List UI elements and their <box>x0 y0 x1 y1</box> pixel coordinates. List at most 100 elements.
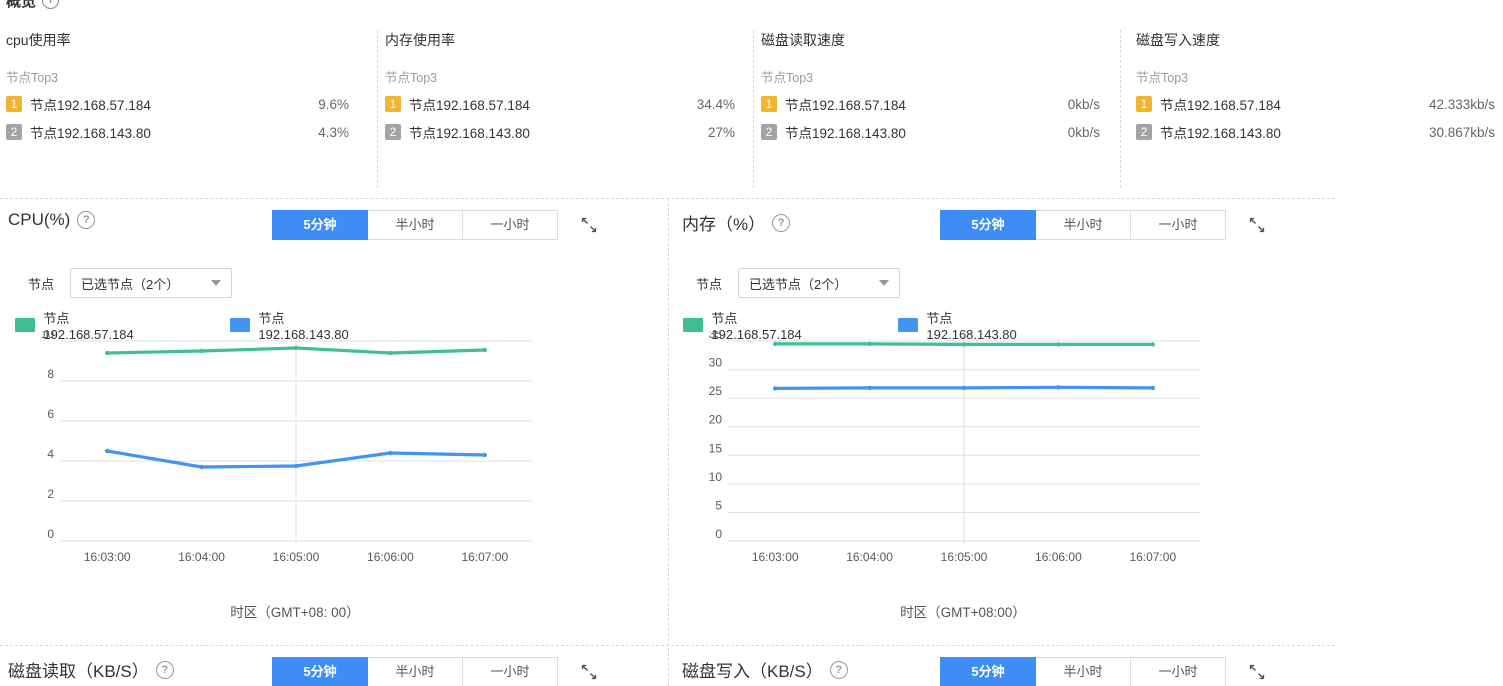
node-filter-label: 节点 <box>28 276 55 292</box>
green-series-swatch <box>683 318 704 332</box>
chevron-down-icon <box>879 280 890 286</box>
node-name: 节点192.168.57.184 <box>785 98 906 113</box>
svg-text:16:07:00: 16:07:00 <box>1129 550 1176 564</box>
node-value: 9.6% <box>318 96 349 112</box>
rank-2-badge: 2 <box>6 124 22 140</box>
cpu-panel-title-text: CPU(%) <box>8 210 71 229</box>
page-title: 概览 i <box>6 0 60 11</box>
timezone-label: 时区（GMT+08: 00） <box>230 605 360 620</box>
node-select-dropdown[interactable]: 已选节点（2个） <box>738 268 901 298</box>
node-name: 节点192.168.57.184 <box>30 98 151 113</box>
top-node-row: 2 节点192.168.143.80 0kb/s <box>761 122 1100 142</box>
node-value: 27% <box>707 124 735 140</box>
divider <box>668 198 669 686</box>
svg-text:0: 0 <box>715 527 722 541</box>
time-range-5min-button[interactable]: 5分钟 <box>940 657 1036 686</box>
overview-panel-disk-read: 磁盘读取速度 节点Top3 1 节点192.168.57.184 0kb/s 2… <box>753 22 1120 190</box>
memory-chart-panel: 内存（%） ? 5分钟 半小时 一小时 节点 已选节点（2个） <box>668 198 1335 645</box>
timezone-label: 时区（GMT+08:00） <box>900 605 1026 620</box>
overview-title: 磁盘写入速度 <box>1136 32 1220 48</box>
divider <box>0 198 1335 199</box>
node-name: 节点192.168.143.80 <box>409 126 530 141</box>
legend-label: 节点192.168.57.184 <box>43 311 134 342</box>
svg-text:4: 4 <box>47 447 54 461</box>
rank-2-badge: 2 <box>385 124 401 140</box>
disk-write-panel-title: 磁盘写入（KB/S） ? <box>682 657 848 682</box>
legend-item-node1[interactable]: 节点192.168.57.184 <box>15 308 138 342</box>
node-value: 4.3% <box>318 124 349 140</box>
svg-text:16:03:00: 16:03:00 <box>84 550 131 564</box>
overview-panel-disk-write: 磁盘写入速度 节点Top3 1 节点192.168.57.184 42.333k… <box>1120 22 1503 190</box>
top-node-row: 1 节点192.168.57.184 0kb/s <box>761 94 1100 114</box>
node-value: 0kb/s <box>1067 96 1100 112</box>
expand-icon[interactable] <box>580 216 598 234</box>
blue-series-swatch <box>898 318 919 332</box>
time-range-5min-button[interactable]: 5分钟 <box>272 657 368 686</box>
svg-text:8: 8 <box>47 367 54 381</box>
svg-text:16:04:00: 16:04:00 <box>178 550 225 564</box>
disk-read-panel-title: 磁盘读取（KB/S） ? <box>8 657 174 682</box>
time-range-1hour-button[interactable]: 一小时 <box>1130 210 1226 240</box>
divider <box>753 30 754 188</box>
top-node-row: 1 节点192.168.57.184 34.4% <box>385 94 735 114</box>
memory-node-filter-row: 节点 已选节点（2个） <box>668 268 901 298</box>
help-icon[interactable]: ? <box>155 660 174 679</box>
legend-item-node2[interactable]: 节点192.168.143.80 <box>898 308 1021 342</box>
top-node-row: 1 节点192.168.57.184 9.6% <box>6 94 349 114</box>
memory-panel-title-text: 内存（%） <box>682 215 766 234</box>
expand-icon[interactable] <box>580 663 598 681</box>
overview-subtitle: 节点Top3 <box>6 71 59 85</box>
rank-1-badge: 1 <box>385 96 401 112</box>
time-range-30min-button[interactable]: 半小时 <box>367 657 463 686</box>
svg-text:35: 35 <box>709 331 723 341</box>
top-node-row: 1 节点192.168.57.184 42.333kb/s <box>1136 94 1495 114</box>
svg-text:30: 30 <box>709 356 723 370</box>
node-filter-label: 节点 <box>696 276 723 292</box>
overview-subtitle: 节点Top3 <box>385 71 438 85</box>
time-range-5min-button[interactable]: 5分钟 <box>272 210 368 240</box>
rank-1-badge: 1 <box>761 96 777 112</box>
expand-icon[interactable] <box>1248 663 1266 681</box>
node-select-dropdown[interactable]: 已选节点（2个） <box>70 268 233 298</box>
node-select-value: 已选节点（2个） <box>81 276 180 292</box>
svg-text:0: 0 <box>47 527 54 541</box>
time-range-1hour-button[interactable]: 一小时 <box>462 657 558 686</box>
svg-text:16:06:00: 16:06:00 <box>367 550 414 564</box>
cpu-panel-title: CPU(%) ? <box>8 210 96 230</box>
node-name: 节点192.168.143.80 <box>1160 126 1281 141</box>
svg-text:6: 6 <box>47 407 54 421</box>
svg-text:15: 15 <box>709 441 723 455</box>
disk-write-chart-panel: 磁盘写入（KB/S） ? 5分钟 半小时 一小时 <box>668 645 1335 686</box>
chevron-down-icon <box>211 280 222 286</box>
node-value: 0kb/s <box>1067 124 1100 140</box>
disk-read-time-range-group: 5分钟 半小时 一小时 <box>272 657 558 686</box>
divider <box>377 30 378 188</box>
node-select-value: 已选节点（2个） <box>749 276 848 292</box>
svg-text:10: 10 <box>41 331 55 341</box>
legend-item-node2[interactable]: 节点192.168.143.80 <box>230 308 353 342</box>
time-range-1hour-button[interactable]: 一小时 <box>462 210 558 240</box>
legend-item-node1[interactable]: 节点192.168.57.184 <box>683 308 806 342</box>
divider <box>1120 30 1121 188</box>
overview-panel-cpu: cpu使用率 节点Top3 1 节点192.168.57.184 9.6% 2 … <box>0 22 377 190</box>
cpu-node-filter-row: 节点 已选节点（2个） <box>0 268 233 298</box>
top-node-row: 2 节点192.168.143.80 4.3% <box>6 122 349 142</box>
info-icon[interactable]: i <box>42 0 60 9</box>
help-icon[interactable]: ? <box>77 211 96 229</box>
time-range-30min-button[interactable]: 半小时 <box>1035 657 1131 686</box>
time-range-1hour-button[interactable]: 一小时 <box>1130 657 1226 686</box>
help-icon[interactable]: ? <box>772 213 791 232</box>
time-range-30min-button[interactable]: 半小时 <box>367 210 463 240</box>
help-icon[interactable]: ? <box>829 660 848 679</box>
legend-label: 节点192.168.143.80 <box>258 311 349 342</box>
top-node-row: 2 节点192.168.143.80 30.867kb/s <box>1136 122 1495 142</box>
node-name: 节点192.168.143.80 <box>30 126 151 141</box>
svg-text:5: 5 <box>715 498 722 512</box>
svg-text:25: 25 <box>709 384 723 398</box>
time-range-30min-button[interactable]: 半小时 <box>1035 210 1131 240</box>
overview-subtitle: 节点Top3 <box>761 71 814 85</box>
memory-line-chart: 35 30 25 20 15 10 5 0 16:03:00 16:04:00 16:05:00 16… <box>709 331 1200 564</box>
expand-icon[interactable] <box>1248 216 1266 234</box>
time-range-5min-button[interactable]: 5分钟 <box>940 210 1036 240</box>
rank-2-badge: 2 <box>761 124 777 140</box>
